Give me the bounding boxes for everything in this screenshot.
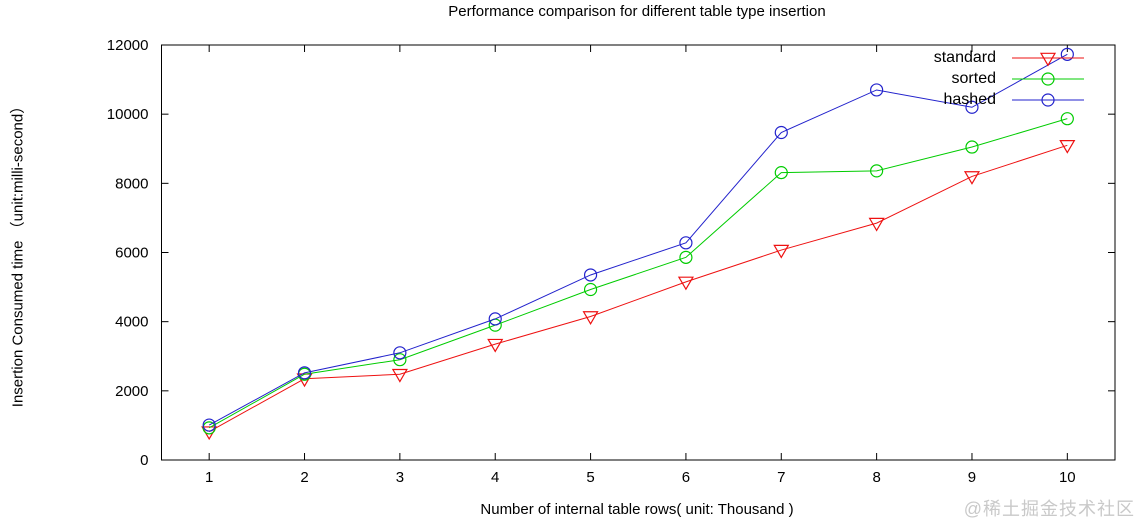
triangle-marker <box>391 368 408 383</box>
circle-marker <box>965 140 979 154</box>
triangle-marker <box>582 311 599 325</box>
legend-sample-standard <box>1012 52 1084 66</box>
x-tick-label: 4 <box>491 469 499 486</box>
y-tick-label: 8000 <box>115 175 148 192</box>
circle-marker <box>393 346 407 360</box>
triangle-marker <box>487 338 504 353</box>
circle-marker <box>583 282 598 297</box>
chart-title: Performance comparison for different tab… <box>448 3 826 20</box>
series-hashed <box>202 47 1074 432</box>
y-tick-label: 2000 <box>115 383 148 400</box>
y-tick-label: 12000 <box>107 37 149 54</box>
circle-marker <box>393 353 407 367</box>
y-tick-label: 10000 <box>107 106 149 123</box>
circle-marker <box>202 418 216 432</box>
triangle-marker <box>868 217 885 232</box>
circle-marker <box>488 312 502 326</box>
triangle-marker <box>1059 139 1076 154</box>
y-tick-label: 4000 <box>115 314 148 331</box>
legend-item-sorted: sorted <box>836 68 1086 89</box>
circle-marker <box>679 250 693 264</box>
y-tick-label: 6000 <box>115 245 148 262</box>
series-line-standard <box>208 144 1068 433</box>
triangle-marker <box>1039 52 1057 66</box>
circle-marker <box>1041 71 1055 86</box>
x-tick-label: 1 <box>205 469 213 486</box>
x-tick-label: 7 <box>777 469 785 486</box>
x-axis-label: Number of internal table rows( unit: Tho… <box>480 501 794 518</box>
series-standard <box>201 139 1076 441</box>
circle-marker <box>583 268 598 282</box>
series-line-sorted <box>208 118 1068 429</box>
circle-marker <box>297 366 312 380</box>
circle-marker <box>1060 112 1074 126</box>
circle-marker <box>1041 92 1055 107</box>
circle-marker <box>965 100 979 114</box>
x-tick-label: 9 <box>968 469 976 486</box>
x-tick-label: 10 <box>1059 469 1076 486</box>
circle-marker <box>870 164 884 178</box>
series-sorted <box>202 112 1074 435</box>
x-tick-label: 3 <box>396 469 404 486</box>
legend-sample-sorted <box>1012 71 1084 86</box>
x-tick-label: 6 <box>682 469 690 486</box>
circle-marker <box>1060 47 1074 61</box>
circle-marker <box>774 125 788 140</box>
x-tick-label: 2 <box>300 469 308 486</box>
circle-marker <box>774 166 788 180</box>
triangle-marker <box>677 276 694 291</box>
triangle-marker <box>773 244 790 259</box>
legend-label-standard: standard <box>933 48 996 66</box>
legend-label-hashed: hashed <box>943 90 997 108</box>
watermark: @稀土掘金技术社区 <box>963 499 1135 519</box>
triangle-marker <box>963 171 981 185</box>
circle-marker <box>870 83 884 97</box>
legend-sample-hashed <box>1012 92 1084 107</box>
x-tick-label: 5 <box>586 469 594 486</box>
series-line-hashed <box>208 53 1068 426</box>
legend-item-standard: standard <box>836 47 1086 68</box>
y-tick-label: 0 <box>140 452 148 469</box>
legend-label-sorted: sorted <box>951 69 996 87</box>
circle-marker <box>679 236 693 250</box>
x-tick-label: 8 <box>872 469 880 486</box>
circle-marker <box>202 421 216 435</box>
legend: standard sorted hashed <box>836 47 1086 110</box>
legend-item-hashed: hashed <box>836 89 1086 110</box>
